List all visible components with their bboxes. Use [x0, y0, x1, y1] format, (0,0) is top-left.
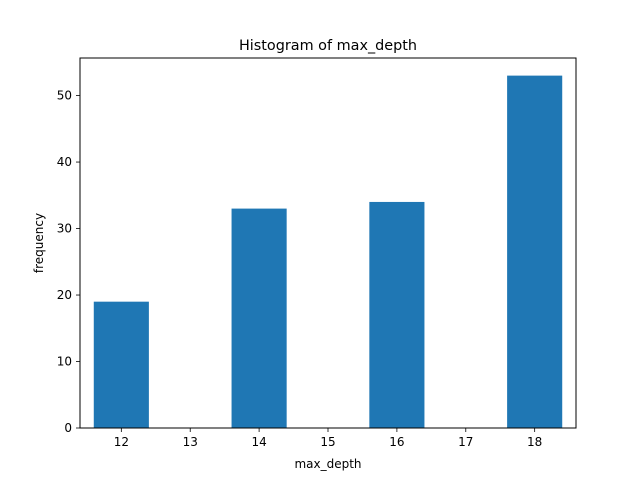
histogram-bar-18 [507, 75, 563, 428]
y-tick-label: 50 [57, 89, 72, 103]
histogram-bar-14 [231, 208, 287, 428]
x-ticks: 12 13 14 15 16 17 18 [114, 428, 542, 449]
y-tick-label: 10 [57, 355, 72, 369]
x-tick-label: 16 [389, 435, 404, 449]
y-tick-label: 0 [64, 421, 72, 435]
x-tick-label: 18 [527, 435, 542, 449]
histogram-bar-12 [93, 301, 149, 428]
x-tick-label: 12 [114, 435, 129, 449]
y-tick-label: 30 [57, 222, 72, 236]
y-tick-label: 40 [57, 155, 72, 169]
x-tick-label: 14 [251, 435, 266, 449]
histogram-bar-16 [369, 201, 425, 428]
x-tick-label: 17 [458, 435, 473, 449]
y-axis-label: frequency [32, 213, 46, 273]
x-axis-label: max_depth [294, 457, 361, 471]
x-tick-label: 15 [320, 435, 335, 449]
chart-title: Histogram of max_depth [239, 38, 417, 54]
y-tick-label: 20 [57, 288, 72, 302]
bars-layer [93, 75, 563, 428]
y-ticks: 0 10 20 30 40 50 [57, 89, 80, 435]
x-tick-label: 13 [183, 435, 198, 449]
